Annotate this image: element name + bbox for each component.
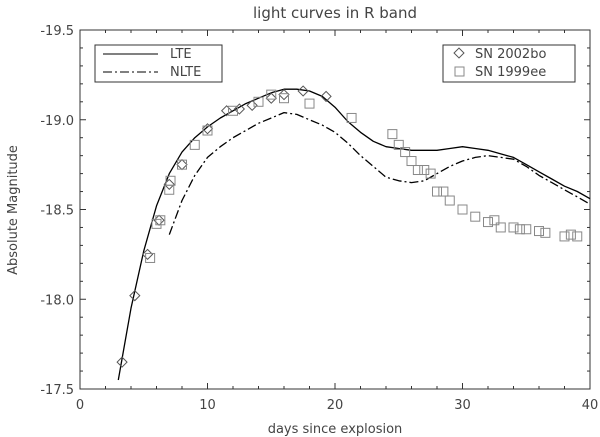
series-lte-line <box>117 88 591 381</box>
legend-sn1999ee-label: SN 1999ee <box>475 65 546 80</box>
point-sn-2002bo <box>176 158 188 171</box>
x-tick-label: 40 <box>582 398 599 413</box>
plot-frame <box>79 29 591 390</box>
point-sn-1999ee <box>444 195 455 206</box>
y-axis-label: Absolute Magnitude <box>6 145 21 275</box>
point-sn-1999ee <box>387 129 398 140</box>
point-sn-1999ee <box>565 229 576 240</box>
point-sn-1999ee <box>202 125 213 136</box>
point-sn-1999ee <box>406 156 417 167</box>
point-sn-1999ee <box>412 165 423 176</box>
y-axis: -17.5 -18.0 -18.5 -19.0 -19.5 <box>40 24 590 398</box>
point-sn-2002bo <box>220 105 233 117</box>
point-sn-1999ee <box>155 215 166 226</box>
model-legend: LTE NLTE <box>94 44 223 83</box>
point-sn-2002bo <box>116 356 128 368</box>
point-sn-1999ee <box>177 159 187 170</box>
legend-nlte-label: NLTE <box>170 65 201 80</box>
point-sn-2002bo <box>163 178 175 191</box>
legend-sn2002bo-label: SN 2002bo <box>475 47 546 62</box>
point-sn-1999ee <box>508 222 519 233</box>
point-sn-1999ee <box>151 218 162 229</box>
point-sn-2002bo <box>320 90 332 103</box>
series-layer <box>116 85 591 381</box>
point-sn-1999ee <box>304 98 315 109</box>
y-tick-label: -18.5 <box>40 204 74 219</box>
point-sn-1999ee <box>559 231 570 242</box>
chart-title: light curves in R band <box>253 4 417 22</box>
point-sn-1999ee <box>165 175 176 186</box>
point-sn-2002bo <box>153 214 165 226</box>
point-sn-1999ee <box>145 252 156 263</box>
point-sn-2002bo <box>278 88 290 101</box>
point-sn-1999ee <box>534 226 544 237</box>
x-axis: 0 10 20 30 40 <box>76 30 598 413</box>
point-sn-1999ee <box>393 139 404 150</box>
point-sn-2002bo <box>129 290 141 302</box>
point-sn-1999ee <box>346 112 357 123</box>
point-sn-1999ee <box>432 186 442 197</box>
plot-area: 0 10 20 30 40 -17.5 -18.0 -18.5 -19.0 -19.5 <box>40 24 598 413</box>
point-sn-1999ee <box>228 105 238 116</box>
y-tick-label: -19.0 <box>40 114 74 129</box>
observation-legend: SN 2002bo SN 1999ee <box>442 44 576 83</box>
y-tick-label: -19.5 <box>40 24 74 39</box>
point-sn-2002bo <box>141 248 154 261</box>
point-sn-1999ee <box>419 165 430 176</box>
point-sn-2002bo <box>265 92 277 104</box>
point-sn-1999ee <box>470 211 481 222</box>
point-sn-1999ee <box>540 227 551 238</box>
point-sn-1999ee <box>572 231 583 242</box>
x-tick-label: 0 <box>76 398 84 413</box>
point-sn-1999ee <box>457 204 468 215</box>
point-sn-1999ee <box>495 222 506 233</box>
legend-square-marker <box>454 66 465 77</box>
y-tick-label: -17.5 <box>40 383 74 398</box>
point-sn-1999ee <box>189 139 200 150</box>
legend-lte-label: LTE <box>170 47 192 62</box>
point-sn-1999ee <box>425 168 436 179</box>
point-sn-1999ee <box>438 186 449 197</box>
point-sn-2002bo <box>246 99 258 112</box>
y-tick-label: -18.0 <box>40 293 74 308</box>
point-sn-1999ee <box>266 89 277 100</box>
point-sn-1999ee <box>514 224 525 235</box>
x-tick-label: 10 <box>199 398 216 413</box>
observation-legend-frame <box>442 44 576 83</box>
x-tick-label: 30 <box>454 398 471 413</box>
point-sn-1999ee <box>279 93 289 104</box>
x-tick-label: 20 <box>327 398 344 413</box>
point-sn-1999ee <box>489 215 500 226</box>
point-sn-1999ee <box>521 224 532 235</box>
point-sn-1999ee <box>483 217 493 228</box>
point-sn-1999ee <box>253 96 264 107</box>
series-nlte-line <box>168 111 591 235</box>
legend-diamond-marker <box>453 47 465 59</box>
x-axis-label: days since explosion <box>268 422 403 437</box>
point-sn-1999ee <box>400 147 411 158</box>
point-sn-2002bo <box>297 85 309 97</box>
model-legend-frame <box>94 44 223 83</box>
